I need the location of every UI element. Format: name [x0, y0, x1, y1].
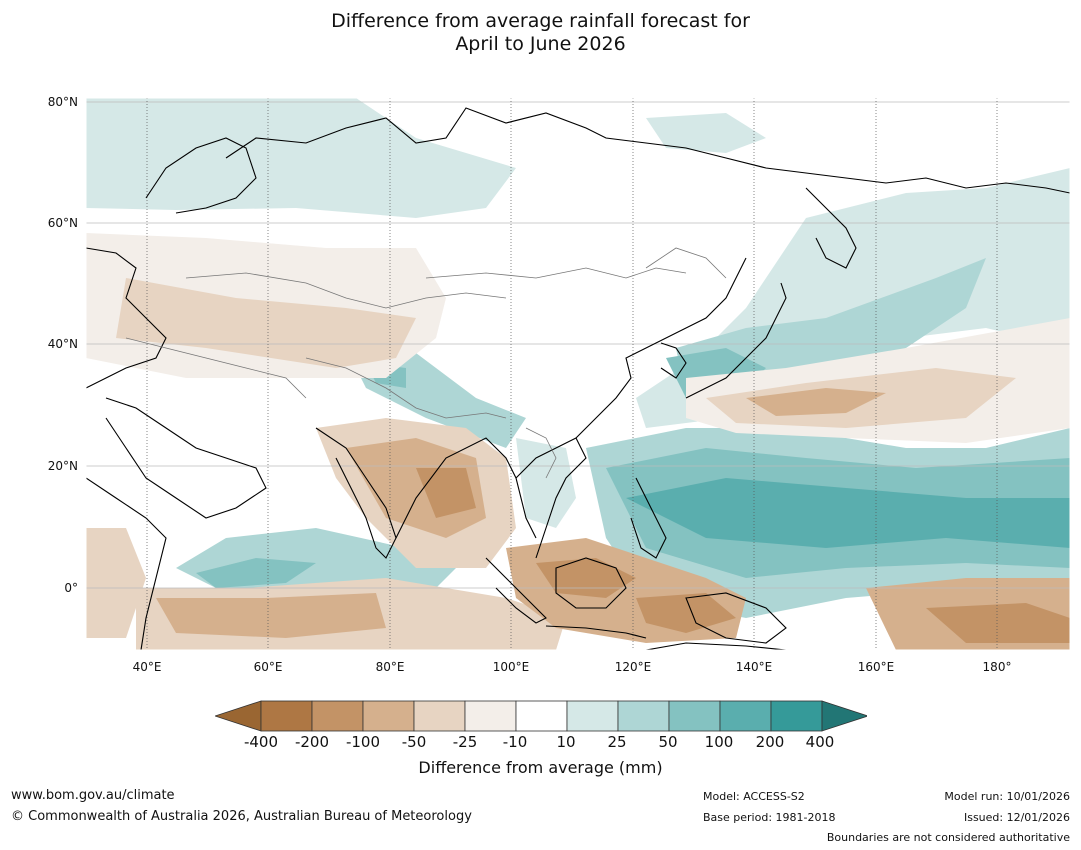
dry-region-central-asia-mid [116, 278, 416, 368]
colorbar-tick-label: 10 [556, 733, 576, 751]
coastline-kamchatka [805, 187, 857, 269]
coastline-korea [660, 342, 687, 379]
dry-region-subtropical-pacific-core [746, 388, 886, 416]
colorbar-cell [464, 700, 517, 732]
lon-label-40e: 40°E [132, 660, 162, 674]
colorbar-cell [362, 700, 415, 732]
dry-anomalies [86, 233, 1070, 650]
colorbar-cell [311, 700, 364, 732]
wet-region-arctic-europe [86, 98, 516, 218]
lon-label-80e: 80°E [375, 660, 405, 674]
wet-region-indochina [516, 438, 576, 528]
coastline-china [575, 257, 747, 439]
coastline-new-guinea [685, 592, 787, 644]
colorbar-tick-label: 100 [704, 733, 734, 751]
footer-issued: Issued: 12/01/2026 [963, 811, 1070, 824]
lat-label-40n: 40°N [47, 337, 78, 351]
title-line-2: April to June 2026 [455, 33, 626, 55]
colorbar-extension-high [821, 700, 867, 732]
border-china-mongolia [425, 267, 687, 279]
footer-copyright: © Commonwealth of Australia 2026, Austra… [11, 809, 472, 824]
colorbar-extension-low [215, 700, 262, 732]
map-title: Difference from average rainfall forecas… [0, 10, 1081, 56]
colorbar-tick-label: 50 [658, 733, 678, 751]
colorbar-tick-label: -50 [401, 733, 427, 751]
colorbar-tick-label: -10 [502, 733, 528, 751]
lat-label-60n: 60°N [47, 216, 78, 230]
colorbar-cell [770, 700, 823, 732]
lon-label-100e: 100°E [492, 660, 530, 674]
coastline-japan [685, 282, 787, 399]
colorbar-tick-label: 25 [607, 733, 627, 751]
colorbar-cells [215, 700, 867, 732]
footer-model: Model: ACCESS-S2 [703, 790, 805, 803]
footer-model-run: Model run: 10/01/2026 [944, 790, 1070, 803]
colorbar-cell [668, 700, 721, 732]
colorbar-tick-label: -100 [345, 733, 381, 751]
colorbar-cell [260, 700, 313, 732]
colorbar-tick-label: -25 [452, 733, 478, 751]
coastline-scandinavia [145, 137, 257, 214]
coastline-java [545, 625, 647, 639]
longitude-gridlines [146, 98, 998, 650]
lat-label-20n: 20°N [47, 459, 78, 473]
coastline-arabia [105, 397, 267, 519]
dry-region-south-pacific-core [926, 603, 1070, 643]
latitude-gridlines [86, 101, 1070, 589]
wet-region-indian-ocean-core [196, 558, 316, 588]
coastline-australia-north [645, 642, 787, 651]
dry-region-bay-bengal-core [416, 468, 476, 518]
wet-region-tropical-pacific-core [626, 478, 1070, 548]
colorbar-cell [413, 700, 466, 732]
coastline-europe [85, 247, 167, 389]
dry-region-east-africa [86, 528, 146, 638]
border-indochina [525, 427, 557, 479]
colorbar-cell [515, 700, 568, 732]
wet-region-arctic-east [646, 113, 766, 153]
rainfall-map [85, 97, 1071, 651]
colorbar-cell [719, 700, 772, 732]
footer-website: www.bom.gov.au/climate [11, 788, 175, 803]
lon-label-120e: 120°E [614, 660, 652, 674]
border-china-russia [645, 247, 727, 279]
colorbar-tick-label: -400 [243, 733, 279, 751]
coastline-arctic [225, 107, 1071, 194]
border-central-asia [185, 272, 507, 309]
dry-region-banda-core [636, 593, 736, 633]
lat-label-80n: 80°N [47, 95, 78, 109]
lon-label-180: 180° [982, 660, 1012, 674]
colorbar [215, 700, 867, 732]
footer-base-period: Base period: 1981-2018 [703, 811, 836, 824]
colorbar-tick-label: 200 [755, 733, 785, 751]
border-south-asia [305, 357, 507, 419]
map-svg [85, 97, 1071, 651]
coastline-bay-of-bengal [395, 437, 537, 539]
border-middle-east [125, 337, 307, 399]
title-line-1: Difference from average rainfall forecas… [331, 10, 750, 32]
coastline-africa [85, 477, 167, 651]
colorbar-cell [566, 700, 619, 732]
country-borders [125, 247, 727, 479]
colorbar-tick-label: 400 [805, 733, 835, 751]
footer-disclaimer: Boundaries are not considered authoritat… [826, 831, 1070, 844]
colorbar-cell [617, 700, 670, 732]
dry-region-south-india-ocean-mid [156, 593, 386, 638]
lon-label-140e: 140°E [735, 660, 773, 674]
coastline-philippines [630, 477, 667, 559]
lon-label-60e: 60°E [253, 660, 283, 674]
coastline-indochina [515, 437, 587, 559]
coastlines [85, 107, 1071, 651]
colorbar-title: Difference from average (mm) [418, 758, 663, 777]
coastline-borneo [555, 557, 627, 609]
colorbar-tick-label: -200 [294, 733, 330, 751]
lat-label-0: 0° [64, 581, 78, 595]
coastline-sumatra [485, 557, 547, 624]
coastline-india [315, 427, 397, 559]
lon-label-160e: 160°E [857, 660, 895, 674]
